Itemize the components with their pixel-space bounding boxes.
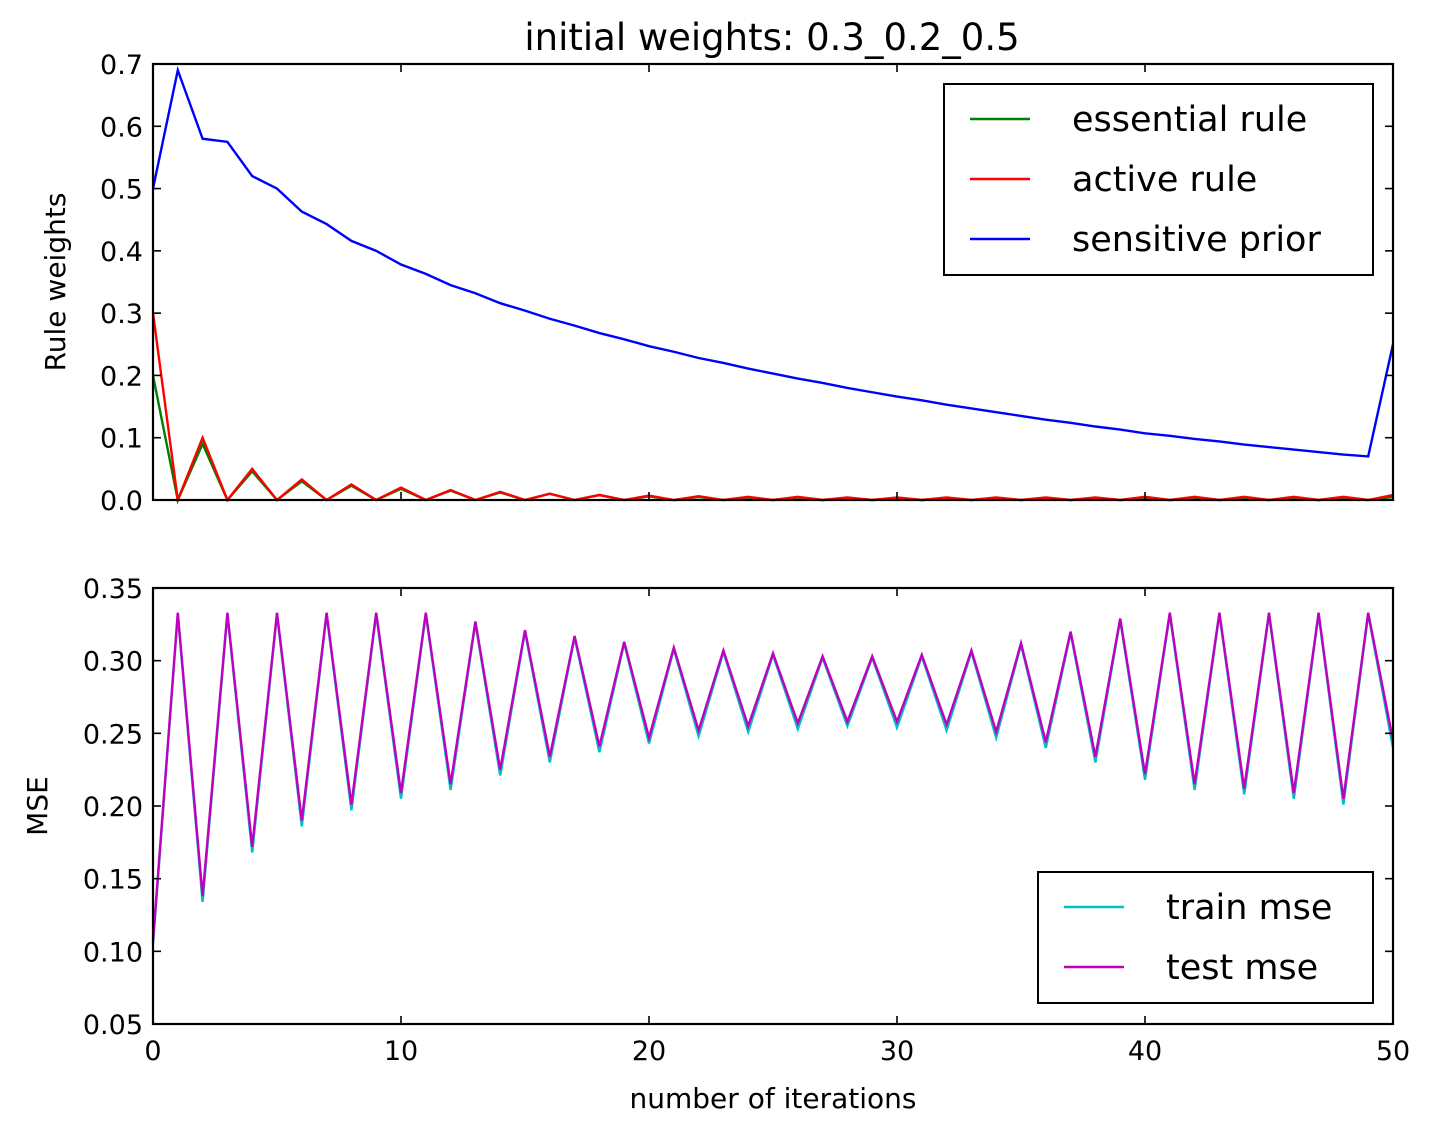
rule-weights-axes: 0.0 0.1 0.2 0.3 0.4 0.5 0.6 0.7 Rule weights es… — [39, 50, 1395, 517]
legend-label-train-mse: train mse — [1166, 888, 1332, 928]
x-tick-label: 0 — [144, 1036, 161, 1067]
chart-title: initial weights: 0.3_0.2_0.5 — [524, 16, 1019, 59]
x-tick-label: 10 — [384, 1036, 418, 1067]
y-tick-label: 0.20 — [83, 792, 143, 823]
mse-ticks: 0 10 20 30 40 50 0.05 0.10 0.15 0.20 0.25 0.30 0.35 — [83, 574, 1410, 1067]
y-tick-label: 0.15 — [83, 865, 143, 896]
x-tick-label: 50 — [1376, 1036, 1410, 1067]
series-line-test-mse — [151, 612, 1395, 942]
legend-label-active-rule: active rule — [1072, 160, 1257, 200]
y-tick-label: 0.25 — [83, 719, 143, 750]
y-tick-label: 0.5 — [100, 175, 143, 206]
mse-xlabel: number of iterations — [630, 1082, 917, 1115]
mse-series — [151, 612, 1395, 945]
y-tick-label: 0.35 — [83, 574, 143, 605]
legend-label-sensitive-prior: sensitive prior — [1072, 220, 1321, 260]
y-tick-label: 0.7 — [100, 50, 143, 81]
rule-weights-ylabel: Rule weights — [39, 193, 72, 372]
y-tick-label: 0.6 — [100, 112, 143, 143]
y-tick-label: 0.10 — [83, 937, 143, 968]
legend-box — [1037, 871, 1374, 1004]
rule-weights-ticks: 0.0 0.1 0.2 0.3 0.4 0.5 0.6 0.7 — [100, 50, 1394, 517]
y-tick-label: 0.30 — [83, 647, 143, 678]
mse-axes: 0 10 20 30 40 500.050.100.150.200.250.300.35 … — [21, 574, 1410, 1115]
legend-label-test-mse: test mse — [1166, 948, 1318, 988]
series-line-active-rule — [151, 312, 1394, 505]
mse-legend: train mse test mse — [1037, 871, 1374, 1004]
series-line-essential-rule — [151, 375, 1394, 504]
mse-ylabel: MSE — [21, 776, 54, 836]
y-tick-label: 0.3 — [100, 299, 143, 330]
legend-label-essential-rule: essential rule — [1072, 100, 1307, 140]
x-tick-label: 40 — [1128, 1036, 1162, 1067]
y-tick-label: 0.0 — [100, 486, 143, 517]
y-tick-label: 0.4 — [100, 237, 143, 268]
y-tick-label: 0.1 — [100, 424, 143, 455]
rule-weights-frame — [151, 62, 1395, 502]
x-tick-label: 20 — [632, 1036, 666, 1067]
series-line-sensitive-prior — [151, 65, 1395, 458]
y-tick-label: 0.2 — [100, 361, 143, 392]
y-tick-label: 0.05 — [83, 1010, 143, 1041]
rule-weights-legend: essential rule active rule sensitive prior — [943, 83, 1374, 276]
x-tick-label: 30 — [880, 1036, 914, 1067]
